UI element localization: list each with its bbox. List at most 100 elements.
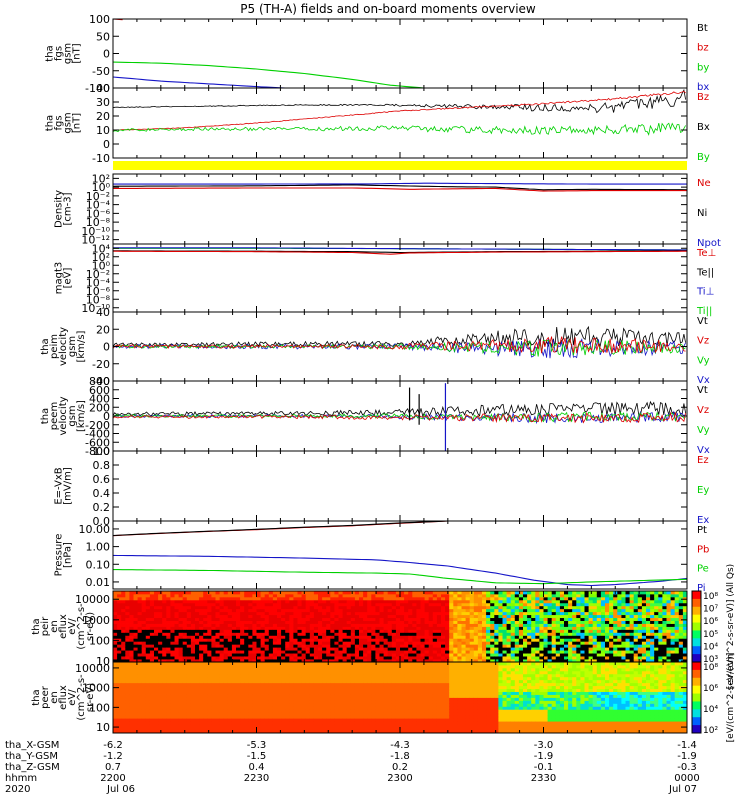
legend-temperature: Te|| xyxy=(696,267,714,278)
ytick-label-peem_velocity: 800 xyxy=(89,375,110,388)
legend-pressure: Pb xyxy=(697,544,709,555)
ytick-label-density: 10⁻¹⁰ xyxy=(81,225,110,238)
legend-efield: Ex xyxy=(697,515,709,526)
series-peim_velocity-Vy xyxy=(113,339,686,357)
ytick-label-temperature: 10⁻⁴ xyxy=(86,276,111,289)
footer-tick-2: 0.7 xyxy=(105,762,121,773)
ylabel-line-peer_eflux: eV/ xyxy=(67,689,78,706)
legend-pressure: Pi xyxy=(697,583,706,594)
panel-frame xyxy=(112,87,688,159)
ylabel-line-fgs_gsm: [nT] xyxy=(72,113,83,133)
legend-temperature: Te⊥ xyxy=(696,248,716,259)
ylabel-line-fgs_dsl: gsm xyxy=(63,43,74,64)
ytick-label-density: 10² xyxy=(92,172,110,185)
ylabel-line-peim_velocity: gsm xyxy=(67,336,78,357)
legend-peem_velocity: Vz xyxy=(697,405,709,416)
ytick-label-peem_velocity: 400 xyxy=(89,393,110,406)
ylabel-line-peim_velocity: tha xyxy=(40,338,51,354)
legend-peim_velocity: Vy xyxy=(697,355,710,366)
ytick-label-fgs_dsl: 100 xyxy=(89,13,110,26)
legend-peim_velocity: Vx xyxy=(697,375,710,386)
ylabel-line-fgs_gsm: gsm xyxy=(63,112,74,133)
footer-row-label: 2020 xyxy=(5,784,30,795)
ytick-label-fgs_gsm: -10 xyxy=(92,152,110,165)
ytick-label-fgs_gsm: 40 xyxy=(96,82,110,95)
ytick-label-peir_eflux: 100 xyxy=(89,634,110,647)
colorbar-tick-label: 10⁸ xyxy=(703,592,718,602)
legend-fgs_gsm: Bz xyxy=(697,92,709,103)
series-peim_velocity-Vx xyxy=(113,337,686,359)
date-label-start: Jul 06 xyxy=(106,784,135,795)
series-pressure-Pe xyxy=(113,569,687,585)
ylabel-line-peim_velocity: peim xyxy=(49,334,60,359)
legend-fgs_dsl: bz xyxy=(697,43,709,54)
time-axis-footer: tha_X-GSMtha_Y-GSMtha_Z-GSMhhmm2020-6.2-… xyxy=(5,740,700,795)
ylabel-line-peim_velocity: velocity xyxy=(58,327,69,366)
panel-peer_eflux: 10000 1000 100 10 thapeerenefluxeV/(cm^2-s-s… xyxy=(31,661,688,734)
series-pressure-Pi xyxy=(113,554,687,587)
ylabel-line-peer_eflux: (cm^2-s- xyxy=(76,674,87,721)
ytick-label-fgs_dsl: -50 xyxy=(92,65,110,78)
ylabel-line-peer_eflux: en xyxy=(49,691,60,704)
ytick-label-density: 10⁻¹² xyxy=(81,234,110,247)
ytick-label-peem_velocity: 0 xyxy=(103,410,110,423)
legend-fgs_gsm: Bx xyxy=(697,122,710,133)
footer-tick-0: -6.2 xyxy=(103,740,123,751)
panel-frame xyxy=(112,18,688,89)
ylabel-line-peer_eflux: eflux xyxy=(58,685,69,710)
ytick-label-efield: 0.0 xyxy=(93,515,111,528)
ylabel-line-peer_eflux: peer xyxy=(40,685,51,709)
ytick-label-peim_velocity: -40 xyxy=(92,375,110,388)
footer-tick-1: -1.9 xyxy=(677,751,697,762)
spectrogram-peer_eflux xyxy=(113,662,687,733)
colorbar-tick-label: 10⁴ xyxy=(703,705,718,715)
footer-tick-2: 0.2 xyxy=(392,762,408,773)
spectrogram-peir_eflux xyxy=(113,591,687,662)
footer-tick-2: -0.1 xyxy=(534,762,554,773)
series-peim_velocity-Vt xyxy=(113,325,686,348)
ytick-label-peir_eflux: 10 xyxy=(96,655,110,668)
colorbar-tick-label: 10⁶ xyxy=(703,684,718,694)
colorbar-1: 10⁸ 10⁶ 10⁴ 10² [eV/(cm^2-s-sr-eV)] xyxy=(691,653,736,742)
ytick-label-peem_velocity: 600 xyxy=(89,384,110,397)
footer-tick-3: 2230 xyxy=(244,773,269,784)
legend-density: Npot xyxy=(697,238,721,249)
colorbar-tick-label: 10⁴ xyxy=(703,642,718,652)
legend-efield: Ez xyxy=(697,455,709,466)
ylabel-line-peim_velocity: [km/s] xyxy=(76,330,87,362)
ytick-label-pressure: 0.01 xyxy=(86,576,111,589)
ytick-label-efield: 0.6 xyxy=(93,473,111,486)
date-label-end: Jul 07 xyxy=(668,784,697,795)
ylabel-line-peer_eflux: tha xyxy=(31,689,42,705)
legend-density: Ni xyxy=(697,208,707,219)
ylabel-line-peir_eflux: peir xyxy=(40,616,51,636)
footer-tick-2: -0.3 xyxy=(677,762,697,773)
colorbar-label: [eV/(cm^2-s-sr-eV)] (All Qs) xyxy=(726,564,736,689)
series-density-Npot xyxy=(113,182,687,185)
legend-efield: Ey xyxy=(697,485,709,496)
legend-peem_velocity: Vy xyxy=(697,425,710,436)
series-fgs_dsl-by xyxy=(113,61,424,88)
legend-peem_velocity: Vx xyxy=(697,445,710,456)
ytick-label-efield: 1.0 xyxy=(93,445,111,458)
ylabel-line-peem_velocity: [km/s] xyxy=(76,400,87,432)
ytick-label-fgs_gsm: 30 xyxy=(96,96,110,109)
ytick-label-pressure: 0.10 xyxy=(86,558,111,571)
ytick-label-peer_eflux: 10000 xyxy=(75,662,110,675)
ylabel-line-peir_eflux: eflux xyxy=(58,614,69,639)
ytick-label-pressure: 10.00 xyxy=(79,523,111,536)
ytick-label-density: 10⁻⁴ xyxy=(86,199,111,212)
ytick-label-fgs_dsl: 0 xyxy=(103,48,110,61)
colorbar-tick-label: 10⁸ xyxy=(703,663,718,673)
ytick-label-peem_velocity: -600 xyxy=(85,436,110,449)
footer-row-label: tha_Z-GSM xyxy=(5,762,60,773)
colorbar-tick-label: 10² xyxy=(703,726,718,736)
ytick-label-pressure: 1.00 xyxy=(86,541,111,554)
ylabel-line-temperature: magt3 xyxy=(54,262,65,295)
colorbar-tick-label: 10³ xyxy=(703,655,718,665)
legend-pressure: Pe xyxy=(697,564,709,575)
footer-tick-1: -1.2 xyxy=(103,751,123,762)
colorbar-0: 10⁸ 10⁷ 10⁶ 10⁵ 10⁴ 10³ [eV/(cm^2-s-sr-eV)] (A… xyxy=(691,564,736,689)
